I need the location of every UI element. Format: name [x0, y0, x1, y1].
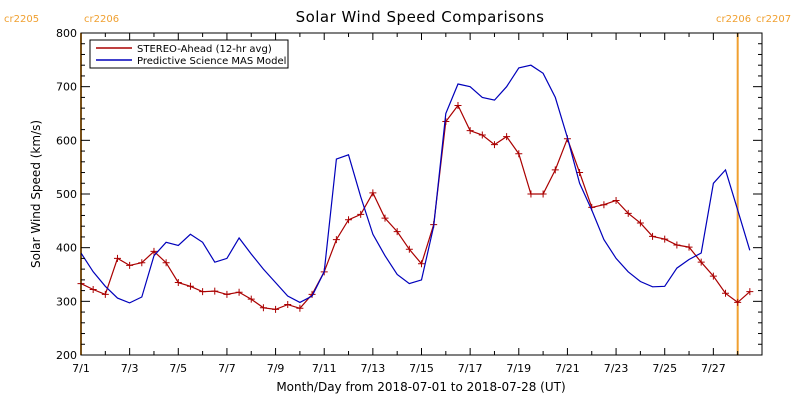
data-point-0-45 [624, 209, 632, 217]
cr-label-start-right: cr2206 [84, 14, 119, 25]
data-point-0-26 [393, 228, 401, 236]
data-point-0-35 [503, 133, 511, 141]
data-point-0-21 [332, 236, 340, 244]
data-point-0-28 [418, 260, 425, 268]
legend-box [89, 39, 289, 69]
data-point-0-14 [247, 295, 255, 303]
data-point-0-46 [636, 219, 644, 227]
x-tick-label-11: 7/23 [604, 362, 629, 375]
y-tick-label-0: 200 [56, 349, 77, 362]
x-tick-label-13: 7/27 [701, 362, 726, 375]
x-tick-label-8: 7/17 [458, 362, 483, 375]
y-tick-label-2: 400 [56, 242, 77, 255]
data-point-0-17 [284, 301, 292, 309]
series-layer [77, 64, 754, 313]
data-point-0-25 [381, 214, 389, 222]
data-point-0-3 [113, 254, 121, 262]
data-point-0-18 [296, 304, 304, 312]
x-tick-label-4: 7/9 [267, 362, 285, 375]
y-tick-label-6: 800 [56, 27, 77, 40]
data-point-0-7 [162, 259, 170, 267]
cr-label-end-left: cr2206 [716, 14, 751, 25]
data-point-0-37 [527, 190, 535, 198]
data-point-0-5 [138, 259, 146, 267]
data-point-0-12 [223, 290, 231, 298]
x-tick-label-1: 7/3 [121, 362, 139, 375]
data-point-0-27 [405, 245, 413, 253]
y-axis-ticks: 200 300 400 500 600 700 800 [56, 27, 762, 362]
data-point-0-44 [612, 196, 620, 204]
data-point-0-31 [454, 101, 462, 109]
y-tick-label-3: 500 [56, 188, 77, 201]
x-tick-label-12: 7/25 [652, 362, 677, 375]
data-point-0-52 [709, 272, 717, 280]
chart-title: Solar Wind Speed Comparisons [296, 8, 545, 26]
plot-frame [80, 32, 763, 356]
legend-label-mas-model: Predictive Science MAS Model [137, 56, 286, 67]
data-point-0-38 [539, 190, 547, 198]
data-point-0-11 [211, 287, 219, 295]
x-tick-label-7: 7/15 [409, 362, 434, 375]
y-tick-label-1: 300 [56, 295, 77, 308]
x-tick-label-2: 7/5 [169, 362, 187, 375]
data-point-0-4 [126, 261, 134, 269]
data-point-0-15 [259, 304, 267, 312]
cr-label-start-left: cr2205 [4, 14, 39, 25]
data-point-0-24 [369, 189, 377, 197]
x-tick-label-5: 7/11 [312, 362, 337, 375]
data-point-0-51 [697, 258, 705, 266]
series-line-0 [80, 104, 751, 311]
series-line-1 [80, 64, 751, 304]
data-point-0-30 [442, 118, 450, 126]
data-point-0-48 [661, 235, 669, 243]
y-tick-label-5: 700 [56, 81, 77, 94]
data-point-0-55 [746, 288, 754, 296]
data-point-0-1 [89, 286, 97, 294]
data-point-0-47 [649, 232, 657, 240]
legend-label-stereo: STEREO-Ahead (12-hr avg) [137, 44, 272, 55]
y-axis-label: Solar Wind Speed (km/s) [29, 120, 43, 268]
data-point-0-33 [478, 131, 486, 139]
data-point-0-2 [101, 290, 109, 298]
x-tick-label-9: 7/19 [506, 362, 531, 375]
data-point-0-49 [673, 241, 681, 249]
data-point-0-50 [685, 243, 693, 251]
data-point-0-23 [357, 210, 365, 218]
data-point-0-22 [345, 216, 353, 224]
data-point-0-9 [186, 282, 194, 290]
x-tick-label-6: 7/13 [361, 362, 386, 375]
x-tick-label-10: 7/21 [555, 362, 580, 375]
x-tick-label-0: 7/1 [72, 362, 90, 375]
x-axis-label: Month/Day from 2018-07-01 to 2018-07-28 … [276, 380, 565, 394]
x-tick-label-3: 7/7 [218, 362, 236, 375]
legend: STEREO-Ahead (12-hr avg) Predictive Scie… [89, 39, 289, 69]
data-point-0-13 [235, 288, 243, 296]
data-point-0-10 [199, 288, 207, 296]
data-point-0-34 [490, 141, 498, 149]
data-point-0-39 [551, 166, 559, 174]
data-point-0-16 [272, 305, 280, 313]
data-point-0-6 [150, 247, 158, 255]
carrington-rotation-lines [80, 33, 739, 355]
data-point-0-43 [600, 201, 608, 209]
y-tick-label-4: 600 [56, 134, 77, 147]
data-point-0-8 [174, 279, 182, 287]
data-point-0-32 [466, 127, 474, 135]
cr-label-end-right: cr2207 [756, 14, 791, 25]
x-axis-ticks: 7/1 7/3 7/5 7/7 7/9 7/11 7/13 7/15 7/17 7/19 7/21 7… [72, 33, 763, 375]
data-point-0-54 [734, 298, 742, 306]
data-point-0-53 [722, 289, 730, 297]
data-point-0-36 [515, 150, 523, 158]
